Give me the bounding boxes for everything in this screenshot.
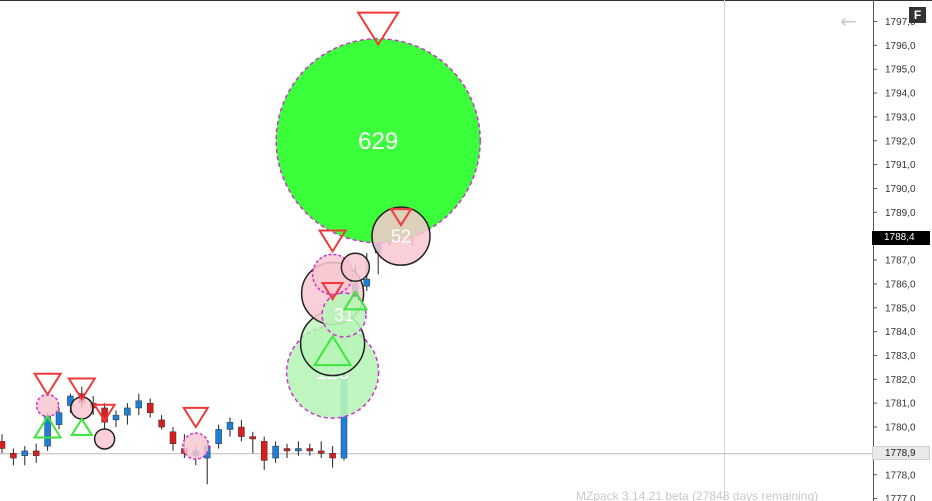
f-badge[interactable]: F [909, 7, 926, 23]
candle-body [146, 402, 154, 413]
volume-bubble [93, 428, 116, 450]
candle-body [215, 429, 222, 444]
candle-body [226, 422, 234, 430]
volume-bubble [321, 292, 367, 338]
sell-triangle-marker [317, 229, 348, 254]
sell-triangle-marker [389, 208, 413, 227]
sell-triangle-marker [181, 406, 210, 429]
candle-body [55, 412, 63, 425]
y-tick-label: 1793,0 [885, 112, 916, 123]
y-tick-label: 1792,0 [885, 136, 916, 147]
left-arrow-icon[interactable]: ← [840, 9, 857, 33]
candle-body [0, 441, 6, 449]
y-tick-label: 1790,0 [885, 184, 916, 195]
candle-body [260, 441, 268, 461]
candle-body [272, 445, 279, 459]
crosshair-price-tag: 1778,9 [872, 446, 930, 460]
y-tick-label: 1785,0 [885, 303, 916, 314]
y-tick-label: 1778,0 [885, 470, 916, 481]
candle-body [295, 448, 302, 452]
buy-triangle-marker [312, 334, 353, 367]
y-tick-label: 1782,0 [885, 375, 916, 386]
y-tick-label: 1791,0 [885, 160, 916, 171]
y-tick-label: 1797,0 [885, 17, 916, 28]
y-tick-label: 1780,0 [885, 423, 916, 434]
candle-body [363, 278, 371, 287]
candle-body [306, 448, 314, 452]
candle-body [238, 426, 245, 437]
y-tick-label: 1796,0 [885, 41, 916, 52]
sell-triangle-marker [92, 403, 117, 423]
candle-body [329, 453, 336, 459]
volume-bubble [35, 393, 60, 418]
y-tick-label: 1795,0 [885, 65, 916, 76]
y-tick-label: 1783,0 [885, 351, 916, 362]
buy-triangle-marker [32, 414, 63, 439]
volume-bubble [340, 252, 371, 282]
candle-body [317, 450, 325, 454]
y-tick-label: 1794,0 [885, 89, 916, 100]
volume-bubble [275, 38, 481, 244]
candle-body [10, 453, 17, 459]
bubble-volume-label: 629 [358, 128, 398, 155]
sell-triangle-marker [356, 11, 401, 47]
bubble-volume-label: 52 [391, 226, 411, 246]
y-tick-label: 1786,0 [885, 279, 916, 290]
candle-body [135, 400, 143, 409]
candle-body [124, 407, 131, 416]
last-price-tag: 1788,4 [872, 231, 930, 245]
y-tick-label: 1789,0 [885, 208, 916, 219]
watermark-text: MZpack 3.14.21 beta (27848 days remainin… [576, 489, 819, 501]
candle-body [283, 448, 291, 452]
volume-bubble [371, 206, 431, 266]
y-tick-label: 1787,0 [885, 256, 916, 267]
sell-triangle-marker [32, 372, 63, 397]
candle-body [112, 414, 120, 421]
candle-body [158, 419, 165, 428]
candle-body [21, 450, 29, 456]
buy-triangle-marker [69, 417, 94, 437]
sell-triangle-marker [320, 282, 345, 301]
volume-bubble [182, 432, 210, 460]
buy-triangle-marker [342, 289, 369, 311]
sell-triangle-marker [66, 377, 97, 402]
candle-body [32, 450, 40, 456]
candle-body [249, 436, 257, 440]
y-tick-label: 1784,0 [885, 327, 916, 338]
y-tick-label: 1777,0 [885, 494, 916, 501]
y-tick-label: 1781,0 [885, 399, 916, 410]
candle-body [169, 431, 177, 444]
